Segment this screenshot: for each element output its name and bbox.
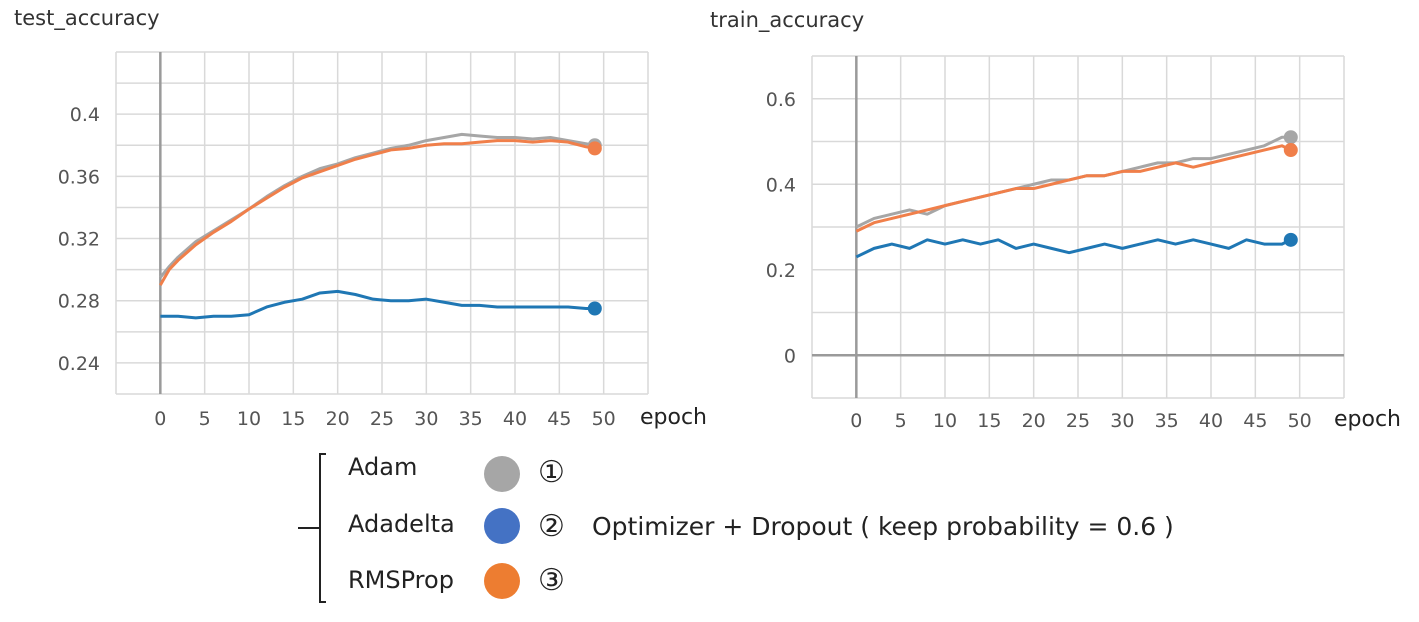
legend-dot-adadelta — [484, 508, 520, 544]
legend-label-adam: Adam — [348, 453, 418, 481]
test_accuracy-x-tick-label: 25 — [370, 408, 394, 430]
legend-dot-adam — [484, 456, 520, 492]
legend-caption: Optimizer + Dropout ( keep probability =… — [592, 512, 1174, 541]
test-accuracy-title: test_accuracy — [14, 6, 160, 30]
test_accuracy-x-tick-label: 45 — [547, 408, 571, 430]
test_accuracy-x-axis-label: epoch — [640, 405, 707, 430]
test_accuracy-y-tick-label: 0.36 — [58, 166, 100, 188]
train_accuracy-x-tick-label: 50 — [1288, 410, 1312, 432]
test_accuracy-series-rmsprop — [159, 139, 596, 286]
test_accuracy-y-tick-label: 0.4 — [70, 104, 100, 126]
test_accuracy-x-tick-label: 20 — [326, 408, 350, 430]
test_accuracy-endpoint-rmsprop — [587, 141, 602, 156]
train_accuracy-x-axis-label: epoch — [1334, 407, 1401, 432]
train_accuracy-x-tick-label: 45 — [1243, 410, 1267, 432]
train_accuracy-series-adam — [855, 135, 1291, 229]
train_accuracy-y-tick-label: 0.6 — [766, 89, 796, 111]
train_accuracy-x-tick-label: 5 — [895, 410, 907, 432]
test_accuracy-series-adadelta — [160, 289, 595, 320]
train_accuracy-x-tick-label: 15 — [977, 410, 1001, 432]
train_accuracy-series-adadelta — [855, 238, 1292, 259]
train_accuracy-y-tick-label: 0.2 — [766, 260, 796, 282]
legend-brace — [298, 453, 326, 603]
legend-number-rmsprop: ③ — [538, 563, 565, 598]
train_accuracy-y-tick-label: 0.4 — [766, 174, 796, 196]
test_accuracy-x-tick-label: 10 — [237, 408, 261, 430]
legend-number-adam: ① — [538, 455, 565, 490]
legend-label-adadelta: Adadelta — [348, 510, 455, 538]
test_accuracy-series-adam — [159, 132, 596, 279]
train_accuracy-x-tick-label: 0 — [850, 410, 862, 432]
legend-dot-rmsprop — [484, 563, 520, 599]
train_accuracy-x-tick-label: 25 — [1066, 410, 1090, 432]
train_accuracy-endpoint-rmsprop — [1283, 143, 1298, 158]
test_accuracy-y-tick-label: 0.28 — [58, 291, 100, 313]
test_accuracy-x-tick-label: 30 — [414, 408, 438, 430]
train_accuracy-x-tick-label: 20 — [1022, 410, 1046, 432]
train_accuracy-x-tick-label: 40 — [1199, 410, 1223, 432]
train_accuracy-x-tick-label: 30 — [1110, 410, 1134, 432]
test_accuracy-x-tick-label: 5 — [199, 408, 211, 430]
train_accuracy-x-tick-label: 10 — [933, 410, 957, 432]
test_accuracy-endpoint-adadelta — [587, 301, 602, 316]
legend-number-adadelta: ② — [538, 509, 565, 544]
train_accuracy-y-tick-label: 0 — [784, 345, 796, 367]
train_accuracy-series-rmsprop — [855, 144, 1292, 233]
train-accuracy-title: train_accuracy — [710, 8, 865, 32]
test_accuracy-x-tick-label: 0 — [154, 408, 166, 430]
train_accuracy-endpoint-adadelta — [1283, 232, 1298, 247]
train_accuracy-x-tick-label: 35 — [1155, 410, 1179, 432]
test_accuracy-x-tick-label: 50 — [592, 408, 616, 430]
test_accuracy-y-tick-label: 0.24 — [58, 353, 100, 375]
test_accuracy-x-tick-label: 40 — [503, 408, 527, 430]
test_accuracy-y-tick-label: 0.32 — [58, 229, 100, 251]
legend-label-rmsprop: RMSProp — [348, 566, 454, 594]
test_accuracy-x-tick-label: 35 — [459, 408, 483, 430]
train_accuracy-endpoint-adam — [1283, 130, 1298, 145]
test_accuracy-x-tick-label: 15 — [281, 408, 305, 430]
